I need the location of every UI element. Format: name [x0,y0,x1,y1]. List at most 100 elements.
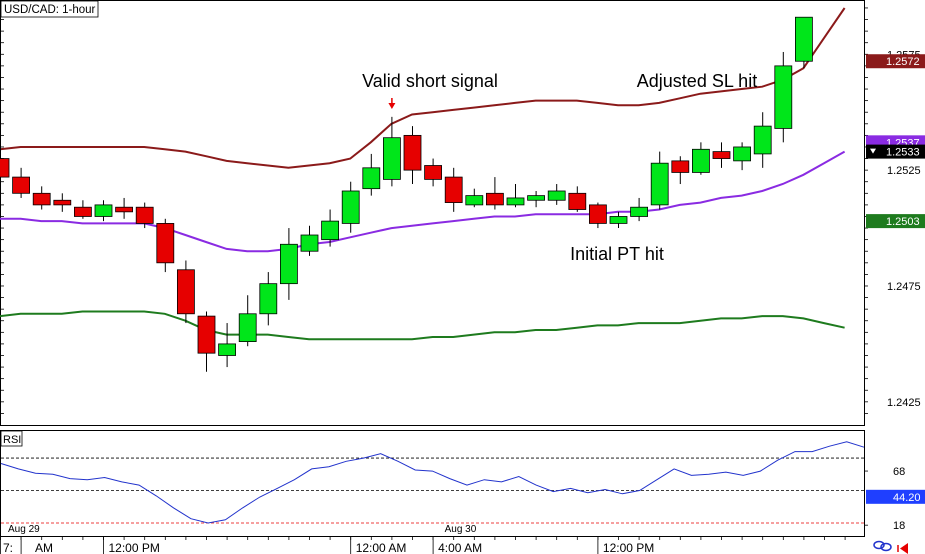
time-label: 12:00 PM [603,541,654,554]
candle-body [485,192,504,206]
candle-body [403,134,422,171]
candle [12,167,31,198]
candle-body [712,151,731,159]
annotation-valid-short-signal: Valid short signal [362,71,498,91]
candle-body [650,162,669,206]
rsi-series [0,441,865,524]
candle-body [527,195,545,201]
candle-body [382,137,401,180]
date-label: Aug 29 [8,524,40,535]
candle-body [0,158,10,178]
candle [671,156,690,185]
link-icon[interactable] [873,540,892,552]
time-label: 12:00 PM [109,541,160,554]
date-label: Aug 30 [445,524,477,535]
time-axis: 7: AM 12:00 PM 12:00 AM 4:00 AM 12:00 PM Aug 2… [0,524,846,554]
candle [321,209,340,247]
candle [712,142,731,168]
price-label-value: 1.2503 [886,216,920,228]
candle-body [176,269,195,315]
candle-body [424,165,443,180]
candle [32,186,51,210]
candle-body [609,216,628,224]
candle-body [692,148,710,173]
candle-body [506,197,525,206]
rsi-value-box [866,489,925,504]
candle-body [53,199,72,206]
annotation-initial-pt-hit: Initial PT hit [570,244,664,264]
rsi-tick-label: 18 [893,520,905,532]
candle-body [733,146,751,162]
time-label: 4:00 AM [438,541,482,554]
price-label-box [866,214,925,229]
candle [485,177,504,210]
candle [197,311,216,372]
annotations: Valid short signal Adjusted SL hit Initial… [362,71,757,264]
rsi-axis: 68 18 44.20 [864,466,925,532]
candle-body [568,192,587,210]
candle [692,142,710,175]
candle-body [671,160,690,173]
candle [568,186,587,212]
candle [53,193,72,212]
candle [547,184,566,205]
candle-body [12,176,31,194]
price-label-box [866,144,925,159]
current-price-marker [870,148,876,154]
candle-body [74,206,92,217]
arrow-left-icon[interactable] [897,543,908,554]
price-label-value: 1.2533 [886,147,920,159]
price-panel-frame [0,0,865,426]
candle [609,211,628,229]
candle [362,153,381,196]
candle [94,200,113,222]
candle [156,218,175,273]
chart-title: USD/CAD: 1-hour [4,4,96,16]
candle [382,116,401,187]
candle-body [238,313,257,342]
candle [238,295,257,347]
candle-body [94,204,113,217]
candle [753,112,772,168]
candle-body [774,65,793,129]
candle [403,126,422,185]
candle-body [300,234,319,252]
candle-body [341,190,360,224]
price-label-value: 1.2572 [886,56,920,68]
time-label: AM [35,541,53,554]
candle [527,190,545,208]
candle-body [630,206,648,217]
price-label-box [866,54,925,69]
candle [74,200,92,219]
band-lower [0,310,845,341]
candle [589,202,607,229]
rsi-tick-label: 68 [893,466,905,478]
candle [506,184,525,208]
candle-body [321,220,340,241]
candle-body [135,206,154,224]
candle [795,16,813,69]
candle [300,225,319,256]
candle [0,146,10,187]
candle [630,197,648,222]
candle [444,167,463,212]
signal-arrowhead-icon [388,103,396,109]
rsi-title-box [0,430,23,447]
candle-body [115,206,133,213]
price-tick-label: 1.2475 [887,281,921,293]
candle-body [753,125,772,155]
candle [115,197,133,219]
candle-body [547,190,566,201]
candle-body [259,283,278,315]
rsi-title: RSI [3,434,21,446]
candle [424,158,443,187]
candlesticks [0,16,813,372]
candle-body [32,192,51,206]
candle-body [279,243,298,285]
price-tick-label: 1.2525 [887,165,921,177]
candle [176,260,195,324]
candle-body [444,176,463,203]
